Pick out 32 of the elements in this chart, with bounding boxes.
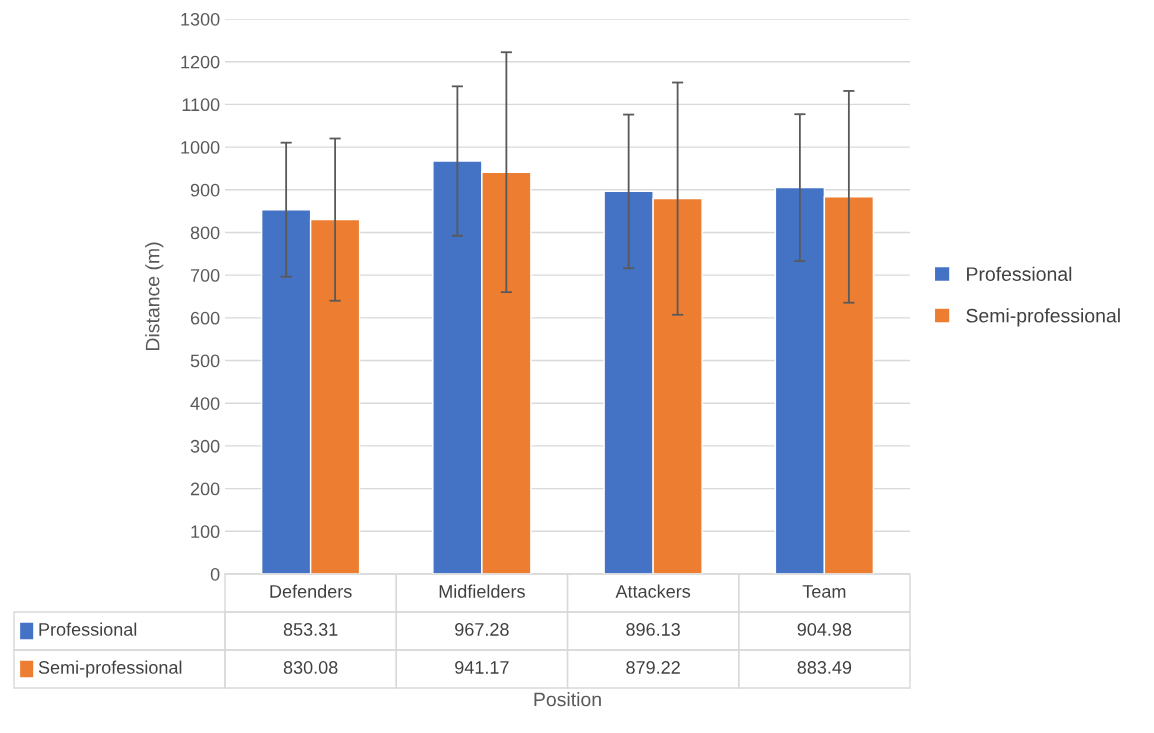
y-tick-label: 1300 (181, 12, 220, 26)
y-tick-label: 300 (190, 439, 220, 453)
y-tick-label: 500 (190, 354, 220, 368)
y-axis-title: Distance (m) (145, 242, 164, 350)
x-tick-label: Midfielders (439, 584, 525, 598)
y-tick-label: 700 (190, 269, 220, 282)
y-tick-label: 400 (190, 397, 220, 410)
data-label: 941.17 (455, 661, 509, 674)
data-label: 830.08 (283, 661, 338, 674)
x-tick-label: Attackers (615, 584, 691, 598)
text: Semi-professional (38, 660, 182, 678)
data-label: 967.28 (455, 623, 509, 636)
legend-label: Semi-professional (966, 308, 1120, 327)
y-tick-label: 100 (191, 525, 220, 539)
data-label: 904.98 (797, 623, 852, 636)
y-tick-label: 600 (190, 311, 220, 325)
x-tick-label: Defenders (270, 584, 352, 598)
x-tick-label: Team (802, 585, 846, 598)
x-axis-title: Position (534, 692, 601, 707)
text: Professional (967, 266, 1072, 281)
y-tick-label: 0 (210, 567, 220, 581)
data-label: 853.31 (283, 623, 338, 636)
y-tick-label: 800 (190, 226, 220, 240)
data-label: 879.22 (626, 661, 680, 674)
y-tick-label: 1200 (181, 55, 220, 69)
y-tick-label: 1100 (182, 98, 220, 112)
legend-label: Professional (39, 622, 137, 636)
y-tick-label: 900 (190, 183, 220, 197)
y-tick-label: 1000 (181, 141, 220, 154)
y-tick-label: 200 (190, 482, 220, 496)
data-label: 883.49 (797, 661, 852, 674)
data-label: 896.13 (626, 623, 680, 636)
